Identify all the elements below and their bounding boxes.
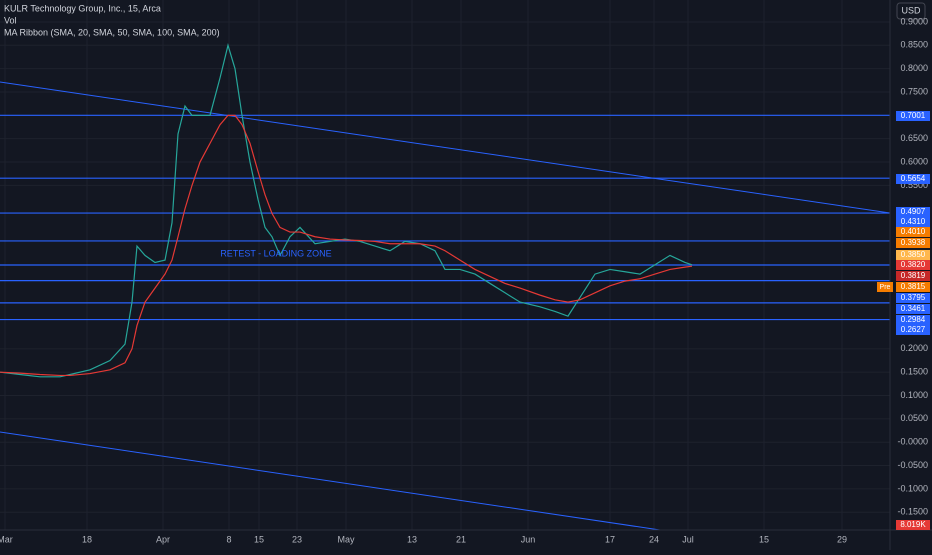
price-tag [896,111,930,121]
y-tick-label: 0.8000 [900,63,928,73]
price-tag [896,207,930,217]
x-tick-label: 23 [292,534,302,544]
price-tag [896,250,930,260]
plot [0,43,890,378]
x-tick-label: 15 [759,534,769,544]
x-tick-label: 29 [837,534,847,544]
price-tag-label: 0.3815 [901,282,926,291]
x-tick-label: Jun [521,534,536,544]
y-tick-label: 0.8500 [900,40,928,50]
x-tick-label: Apr [156,534,170,544]
indicator-label: MA Ribbon (SMA, 20, SMA, 50, SMA, 100, S… [4,27,220,37]
x-tick-label: 8 [226,534,231,544]
price-tag [896,238,930,248]
price-tag [896,315,930,325]
trend-line [0,431,661,531]
volume-label: Vol [4,15,17,25]
volume-tag [896,520,930,530]
x-tick-label: 13 [407,534,417,544]
currency-button[interactable] [896,2,926,20]
x-tick-label: Jul [682,534,694,544]
price-tag-label: 0.3819 [901,271,926,280]
price-tag [896,304,930,314]
price-tag-label: 0.3461 [901,304,926,313]
currency[interactable]: USD [901,5,921,15]
x-tick-label: 17 [605,534,615,544]
price-tag [896,282,930,292]
price-tag-label: 0.4010 [901,227,926,236]
price-tag [896,217,930,227]
price-tag [896,174,930,184]
price-tag-label: 0.4310 [901,217,926,226]
price-tag-label: 0.3938 [901,238,926,247]
x-tick-label: May [337,534,355,544]
x-tick-label: 24 [649,534,659,544]
y-tick-label: 0.6000 [900,156,928,166]
y-tick-label: -0.1500 [897,507,928,517]
price-tag-label: 0.2627 [901,325,926,334]
price-tag-label: 0.3820 [901,260,926,269]
y-tick-label: 0.9000 [900,16,928,26]
x-tick-label: 15 [254,534,264,544]
trend-line [0,81,891,214]
pre-label: Pre [880,284,891,291]
price-tag-label: 0.2984 [901,315,926,324]
price-tag-label: 0.4907 [901,207,926,216]
price-tag-label: 0.3795 [901,293,926,302]
y-tick-label: -0.1000 [897,483,928,493]
y-tick-label: -0.0500 [897,460,928,470]
y-tick-label: 0.1000 [900,390,928,400]
y-tick-label: -0.0000 [897,437,928,447]
price-tag [896,260,930,270]
y-tick-label: 0.5500 [900,180,928,190]
price-tag-label: 0.5654 [901,174,926,183]
price-tag-label: 0.3850 [901,250,926,259]
price-tag [896,227,930,237]
price-line [0,43,693,378]
annotation: RETEST - LOADING ZONE [220,248,331,258]
y-tick-label: 0.7500 [900,86,928,96]
y-tick-label: 0.1500 [900,367,928,377]
price-line [0,114,693,377]
x-tick-label: 18 [82,534,92,544]
price-tag-label: 0.7001 [901,111,926,120]
axes: 0.9000 0.8500 0.8000 0.7500 0.6500 0.6000 0.55… [0,16,930,544]
price-tag [896,271,930,281]
pre-tag [877,282,893,292]
time-axis [0,530,890,550]
y-tick-label: 0.2000 [900,343,928,353]
y-tick-label: 0.6500 [900,133,928,143]
volume-tag-label: 8.019K [900,520,926,529]
symbol-title: KULR Technology Group, Inc., 15, Arca [4,3,161,13]
x-tick-label: 21 [456,534,466,544]
price-tag [896,325,930,335]
price-tag [896,293,930,303]
x-tick-label: Mar [0,534,13,544]
y-tick-label: 0.0500 [900,413,928,423]
